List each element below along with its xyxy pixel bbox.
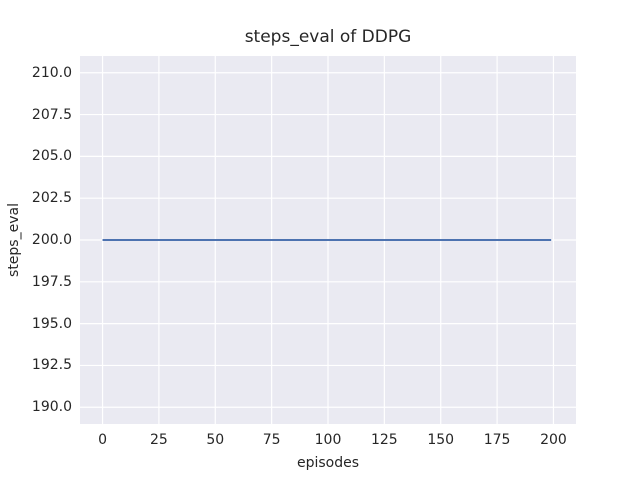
x-axis-label: episodes	[296, 455, 360, 471]
x-tick-label: 150	[427, 432, 455, 448]
x-tick-label: 75	[262, 432, 281, 448]
x-tick-label: 0	[98, 432, 107, 448]
y-tick-label: 205.0	[31, 148, 72, 165]
x-tick-label: 125	[370, 432, 398, 448]
y-tick-label: 197.5	[31, 273, 72, 290]
x-tick-label: 175	[483, 432, 511, 448]
x-tick-label: 25	[149, 432, 168, 448]
plot-area	[80, 56, 576, 424]
y-tick-label: 200.0	[31, 232, 72, 248]
y-tick-label: 210.0	[31, 64, 72, 81]
x-tick-label: 50	[206, 432, 225, 448]
y-tick-label: 207.5	[31, 106, 72, 123]
y-tick-label: 192.5	[31, 357, 72, 374]
y-tick-label: 195.0	[31, 315, 72, 332]
x-tick-label: 200	[540, 432, 567, 448]
plot-canvas	[80, 56, 576, 424]
y-tick-label: 190.0	[31, 399, 72, 416]
y-tick-label: 202.5	[31, 190, 72, 207]
x-tick-label: 100	[314, 432, 342, 448]
chart-title: steps_eval of DDPG	[244, 27, 412, 47]
